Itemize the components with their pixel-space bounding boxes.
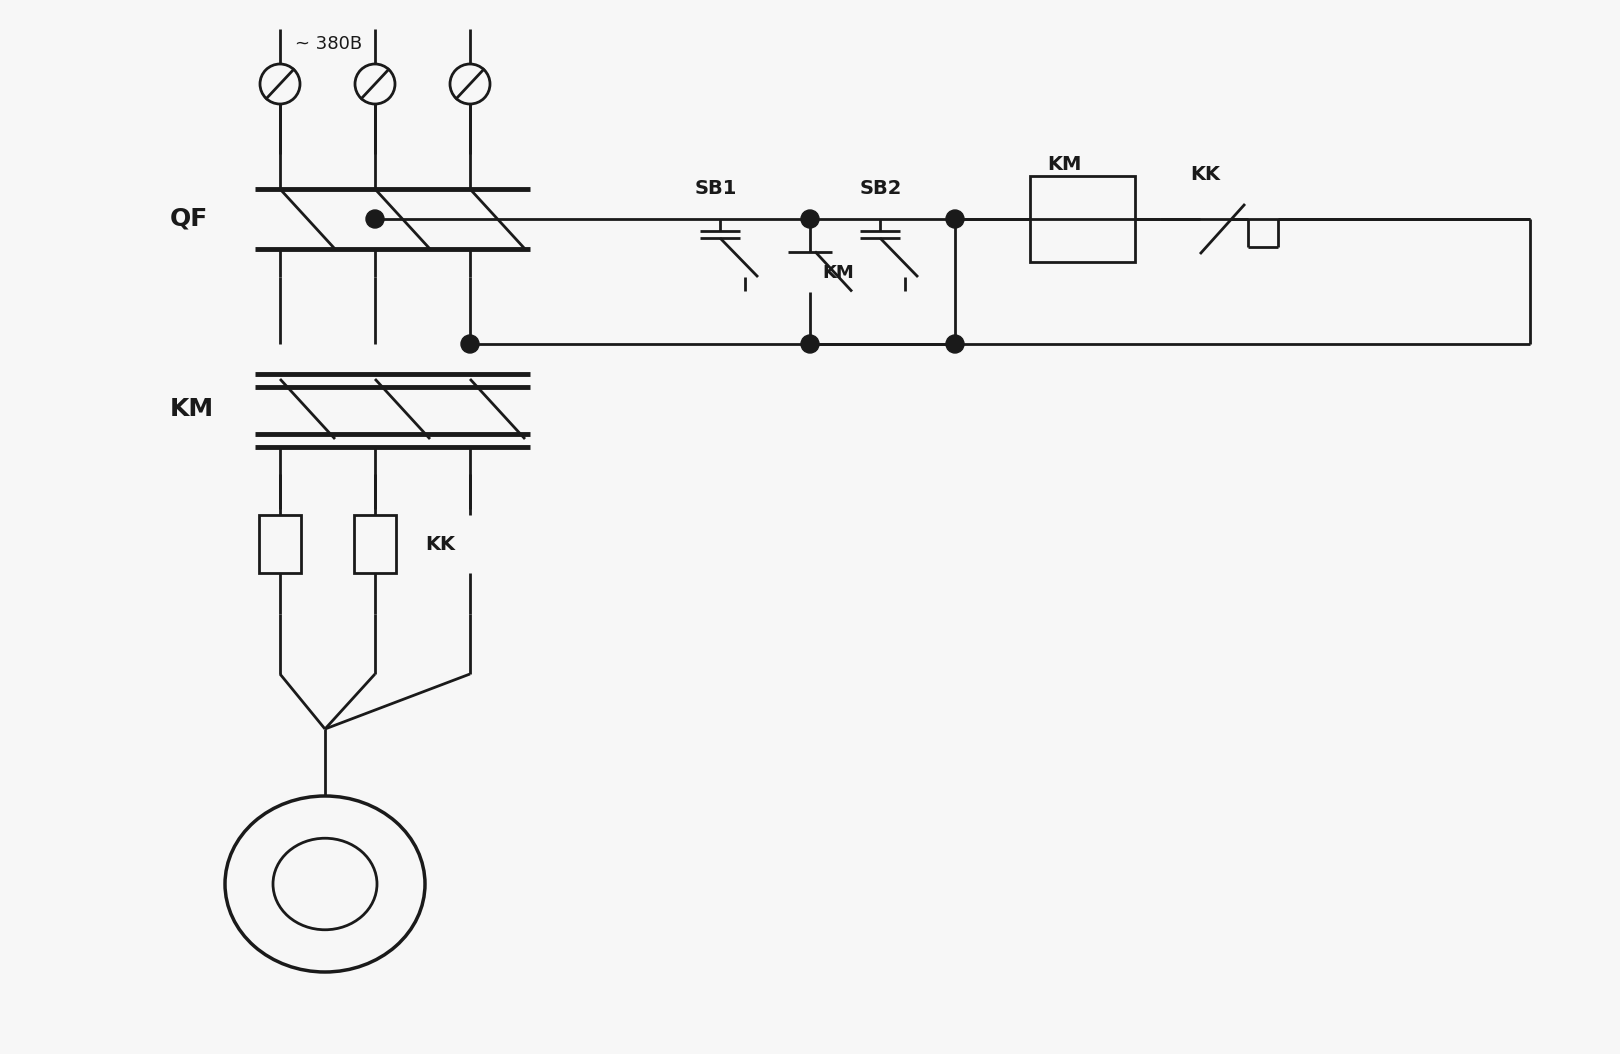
- Bar: [355, 515, 395, 573]
- Circle shape: [462, 335, 480, 353]
- Text: ~ 380B: ~ 380B: [295, 35, 363, 53]
- Text: QF: QF: [170, 207, 209, 231]
- Text: KK: KK: [1191, 164, 1220, 183]
- Bar: [1030, 176, 1136, 261]
- Circle shape: [800, 335, 820, 353]
- Text: KM: KM: [170, 397, 214, 421]
- Text: KM: KM: [821, 265, 854, 282]
- Circle shape: [800, 210, 820, 228]
- Bar: [259, 515, 301, 573]
- Text: SB2: SB2: [860, 179, 902, 198]
- Circle shape: [366, 210, 384, 228]
- Text: KK: KK: [424, 534, 455, 553]
- Text: KM: KM: [1048, 155, 1082, 174]
- Text: SB1: SB1: [695, 179, 737, 198]
- Circle shape: [946, 335, 964, 353]
- Circle shape: [946, 210, 964, 228]
